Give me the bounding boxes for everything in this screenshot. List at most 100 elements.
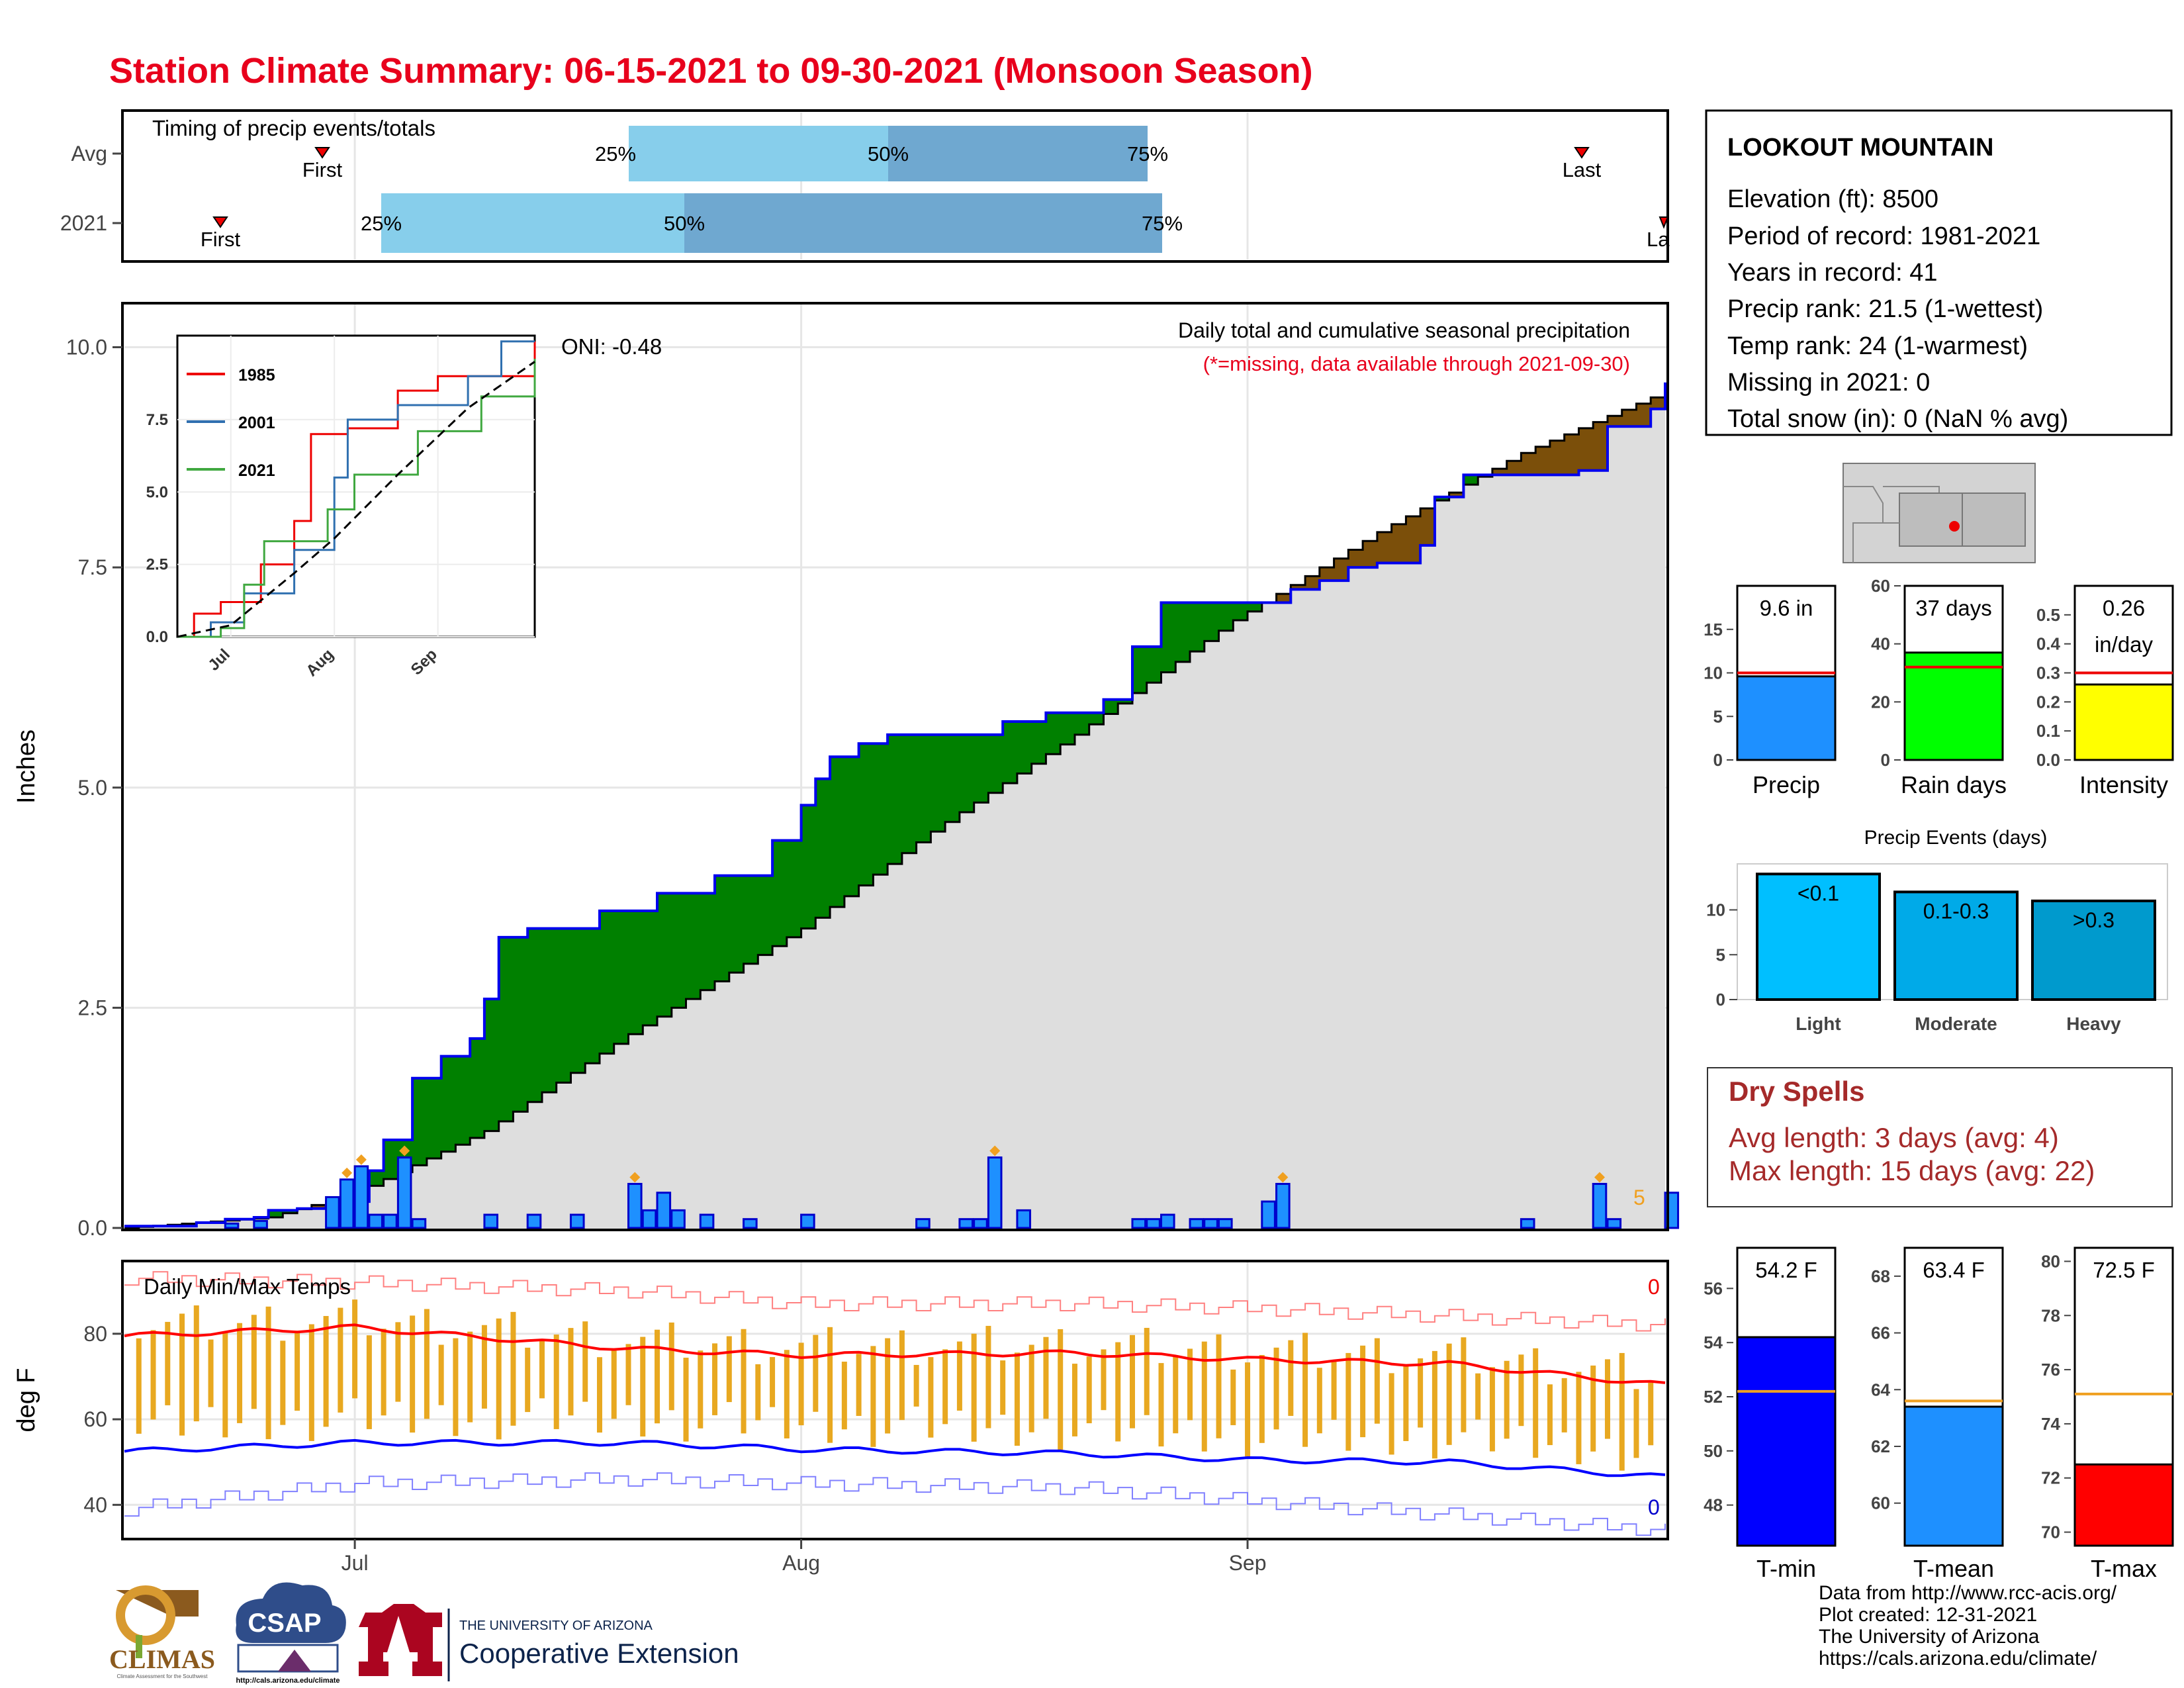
temp-range-bar-23 bbox=[453, 1338, 459, 1436]
precip-ytick-2: 5.0 bbox=[78, 776, 107, 800]
daily-precip-bar-8 bbox=[411, 1218, 427, 1229]
timing-avg-50-75-bar bbox=[888, 126, 1148, 181]
station-line-5: Temp rank: 24 (1-warmest) bbox=[1727, 332, 2028, 360]
oni-value: ONI: -0.48 bbox=[561, 334, 662, 359]
daily-precip-bar-25 bbox=[1146, 1218, 1161, 1229]
logo-csap: CSAP http://cals.arizona.edu/climate bbox=[236, 1582, 346, 1685]
temp-summary-ytick-0-1: 50 bbox=[1704, 1441, 1723, 1461]
summary-label-0: Precip bbox=[1752, 771, 1820, 798]
temp-range-bar-35 bbox=[625, 1344, 631, 1405]
station-location-dot bbox=[1949, 521, 1960, 532]
temp-range-bar-48 bbox=[813, 1335, 819, 1412]
inset-line-normal bbox=[177, 361, 535, 638]
precip-ylabel: Inches bbox=[13, 729, 40, 804]
temp-range-bar-92 bbox=[1446, 1343, 1452, 1445]
temp-xtick-0: Jul bbox=[341, 1551, 369, 1575]
timing-avg-p75: 75% bbox=[1127, 142, 1168, 165]
daily-precip-bar-34 bbox=[1606, 1218, 1622, 1229]
logo-climas-text: CLIMAS bbox=[109, 1644, 215, 1674]
dry-spells-avg: Avg length: 3 days (avg: 4) bbox=[1729, 1122, 2059, 1153]
station-name: LOOKOUT MOUNTAIN bbox=[1727, 134, 1993, 162]
daily-precip-bar-1 bbox=[253, 1219, 268, 1229]
temp-x-axis: Jul Aug Sep bbox=[341, 1539, 1267, 1575]
timing-2021-last-label: La bbox=[1647, 228, 1670, 251]
temp-range-bar-22 bbox=[438, 1344, 444, 1405]
inset-line-2021 bbox=[177, 359, 536, 638]
temp-range-bar-26 bbox=[496, 1318, 502, 1440]
station-line-6: Missing in 2021: 0 bbox=[1727, 369, 1930, 397]
summary-value-label2-2: in/day bbox=[2095, 632, 2154, 657]
timing-avg-last-label: Last bbox=[1563, 158, 1602, 181]
temp-range-bar-8 bbox=[237, 1323, 243, 1423]
station-info-box: LOOKOUT MOUNTAIN Elevation (ft): 8500 Pe… bbox=[1705, 109, 2173, 436]
events-ytick-0: 0 bbox=[1716, 990, 1725, 1009]
timing-avg-25-50-bar bbox=[629, 126, 888, 181]
daily-precip-bar-16 bbox=[699, 1213, 715, 1229]
daily-precip-bar-23 bbox=[1016, 1209, 1032, 1229]
temp-range-bar-87 bbox=[1374, 1338, 1380, 1424]
temp-count-top: 0 bbox=[1648, 1275, 1660, 1299]
summary-ytick-2-3: 0.3 bbox=[2036, 663, 2060, 683]
temp-range-bar-34 bbox=[611, 1350, 617, 1419]
temp-range-bar-99 bbox=[1547, 1384, 1553, 1446]
inset-line-1985 bbox=[177, 341, 536, 638]
dry-spells-box: Dry Spells Avg length: 3 days (avg: 4) M… bbox=[1707, 1067, 2173, 1207]
temp-range-bar-51 bbox=[856, 1354, 862, 1416]
events-bar-label-0: <0.1 bbox=[1797, 881, 1839, 905]
events-bar-light bbox=[1756, 872, 1881, 1002]
daily-precip-bar-21 bbox=[973, 1218, 988, 1229]
temp-range-bar-42 bbox=[726, 1336, 732, 1403]
temp-range-bar-101 bbox=[1576, 1372, 1582, 1464]
temp-range-bar-18 bbox=[381, 1329, 387, 1416]
summary-ytick-2-2: 0.2 bbox=[2036, 692, 2060, 712]
temp-xtick-2: Sep bbox=[1229, 1551, 1267, 1575]
temp-range-bar-5 bbox=[193, 1305, 199, 1422]
timing-avg-p50: 50% bbox=[868, 142, 909, 165]
inset-series bbox=[177, 340, 536, 638]
summary-value-bar-0 bbox=[1736, 675, 1837, 761]
timing-avg-p25: 25% bbox=[595, 142, 636, 165]
temp-range-bar-98 bbox=[1533, 1348, 1539, 1458]
logo-climas: CLIMAS Climate Assessment for the Southw… bbox=[109, 1585, 215, 1679]
temp-range-bar-73 bbox=[1173, 1356, 1179, 1434]
daily-precip-bar-17 bbox=[743, 1218, 758, 1229]
summary-value-label-2: 0.26 bbox=[2103, 596, 2145, 620]
heavy-event-marker-3 bbox=[341, 1167, 353, 1178]
temp-range-bar-67 bbox=[1086, 1356, 1092, 1424]
temp-range-bar-57 bbox=[942, 1349, 948, 1425]
season-summary-bars: 9.6 in 0 5 10 15 Precip 37 days 0 20 40 60 Rain day… bbox=[1704, 576, 2174, 798]
temp-range-bar-66 bbox=[1071, 1364, 1077, 1436]
temp-range-bar-105 bbox=[1633, 1389, 1639, 1458]
temp-range-bar-94 bbox=[1475, 1373, 1481, 1420]
daily-precip-bar-22 bbox=[987, 1156, 1003, 1229]
temp-range-bar-55 bbox=[913, 1364, 919, 1407]
temp-range-bar-88 bbox=[1388, 1373, 1394, 1455]
timing-2021-last-marker bbox=[1659, 216, 1669, 229]
summary-ytick-1-3: 60 bbox=[1871, 576, 1890, 596]
events-ytick-1: 5 bbox=[1716, 945, 1725, 964]
logo-csap-text: CSAP bbox=[248, 1609, 321, 1638]
precip-subtitle: Daily total and cumulative seasonal prec… bbox=[1178, 318, 1630, 342]
temp-summary-label-0: T-min bbox=[1756, 1555, 1816, 1582]
station-line-2: Period of record: 1981-2021 bbox=[1727, 222, 2040, 250]
events-category-1: Moderate bbox=[1915, 1013, 1997, 1034]
temp-y-axis: 40 60 80 bbox=[83, 1322, 122, 1517]
temp-count-bottom: 0 bbox=[1648, 1495, 1660, 1519]
temp-range-bar-65 bbox=[1058, 1329, 1064, 1450]
temp-summary-ytick-1-2: 64 bbox=[1871, 1380, 1890, 1399]
daily-precip-bar-10 bbox=[526, 1213, 542, 1229]
daily-precip-bar-0 bbox=[224, 1222, 240, 1229]
record-max-line bbox=[124, 1271, 1666, 1332]
temp-range-bar-90 bbox=[1418, 1358, 1424, 1428]
temp-title: Daily Min/Max Temps bbox=[144, 1274, 351, 1299]
station-line-4: Precip rank: 21.5 (1-wettest) bbox=[1727, 295, 2043, 323]
daily-precip-bar-11 bbox=[569, 1213, 585, 1229]
temp-range-bar-102 bbox=[1590, 1365, 1596, 1452]
temp-range-bar-103 bbox=[1604, 1359, 1610, 1439]
summary-bar-rain-days: 37 days 0 20 40 60 Rain days bbox=[1871, 576, 2007, 798]
temp-range-bar-3 bbox=[165, 1321, 171, 1405]
events-ytick-2: 10 bbox=[1706, 900, 1725, 920]
temp-range-bar-80 bbox=[1273, 1347, 1279, 1430]
inset-ytick-0: 0.0 bbox=[146, 628, 168, 646]
summary-ytick-2-5: 0.5 bbox=[2036, 605, 2060, 625]
